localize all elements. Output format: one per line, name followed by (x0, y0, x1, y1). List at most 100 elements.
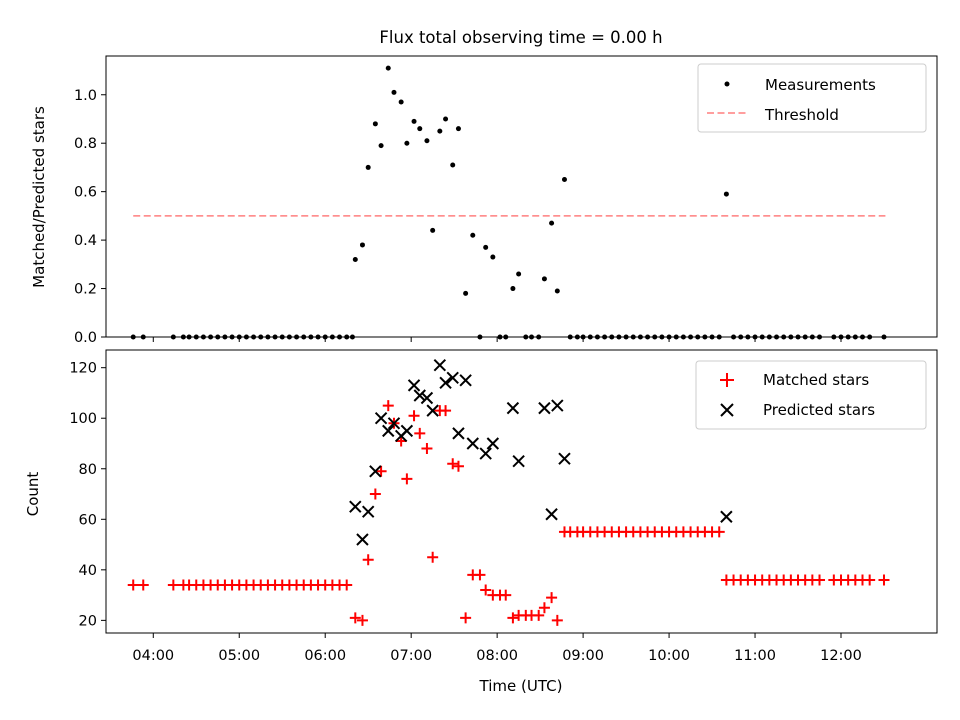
count-plot-frame (105, 349, 938, 634)
ratio-y-tick-label: 0.4 (74, 233, 97, 249)
matched-star-point (864, 574, 876, 586)
predicted-star-point (433, 358, 447, 372)
legend-matched-marker (720, 373, 734, 387)
measurement-point (450, 162, 456, 168)
measurement-point (463, 290, 469, 296)
count-x-tick-label: 08:00 (476, 648, 518, 664)
legend-threshold-label: Threshold (764, 106, 839, 124)
matched-star-point (349, 612, 361, 624)
predicted-star-point (479, 447, 492, 460)
count-x-tick-label: 07:00 (390, 648, 432, 664)
measurement-point (424, 138, 430, 144)
predicted-star-point (361, 505, 375, 518)
count-y-tick-label: 20 (79, 613, 97, 629)
count-x-tick-label: 05:00 (218, 648, 260, 664)
predicted-star-point (369, 465, 382, 478)
measurement-point (417, 126, 423, 132)
predicted-star-point (387, 417, 401, 430)
predicted-star-point (459, 374, 472, 387)
ratio-panel-ticks: 0.0 0.2 0.4 0.6 0.8 1.0 (74, 88, 842, 346)
predicted-star-point (413, 389, 426, 402)
matched-star-point (507, 612, 519, 624)
count-x-tick-label: 06:00 (304, 648, 346, 664)
matched-star-point (814, 574, 826, 586)
measurement-point (437, 128, 443, 134)
predicted-star-point (551, 399, 564, 412)
ratio-panel: 0.0 0.2 0.4 0.6 0.8 1.0 Matched/Predicted sta… (30, 55, 938, 346)
measurement-point (561, 177, 567, 183)
predicted-star-point (356, 533, 369, 546)
measurement-point (398, 99, 404, 105)
legend-measurement-marker (724, 81, 730, 87)
measurement-point (483, 244, 489, 250)
matched-star-point (401, 473, 413, 485)
matched-star-point (440, 405, 452, 417)
measurement-point (541, 276, 547, 282)
matched-star-point (878, 574, 890, 586)
matched-star-point (538, 602, 550, 614)
count-x-tick-label: 04:00 (132, 648, 174, 664)
matched-star-point (427, 551, 439, 563)
predicted-star-point (545, 508, 558, 521)
legend-matched-label: Matched stars (763, 371, 869, 389)
ratio-y-axis-label: Matched/Predicted stars (30, 106, 48, 288)
predicted-star-point (426, 404, 439, 417)
ratio-y-tick-label: 0.2 (74, 282, 97, 298)
matched-star-point (713, 526, 725, 538)
matched-star-point (452, 460, 464, 472)
matched-star-point (533, 609, 545, 621)
ratio-legend: Measurements Threshold (697, 63, 927, 133)
predicted-stars-points (349, 358, 733, 546)
matched-star-point (382, 400, 394, 412)
measurement-point (378, 143, 384, 149)
measurement-point (359, 242, 365, 248)
matched-star-point (474, 569, 486, 581)
time-x-axis-label: Time (UTC) (479, 677, 563, 695)
count-y-tick-label: 100 (69, 411, 97, 427)
predicted-star-point (452, 427, 465, 440)
predicted-star-point (382, 424, 395, 438)
predicted-star-point (506, 401, 520, 415)
legend-predicted-label: Predicted stars (763, 401, 875, 419)
predicted-star-point (446, 371, 459, 385)
matched-star-point (167, 579, 179, 591)
matched-star-point (127, 579, 139, 591)
count-panel: 20 40 60 80 100 120 04:00 05:00 06:00 07:00 08:00 0… (24, 349, 938, 695)
matched-star-point (480, 584, 492, 596)
figure-title: Flux total observing time = 0.00 h (379, 28, 662, 47)
predicted-star-point (486, 437, 500, 450)
ratio-y-tick-label: 0.8 (74, 136, 97, 152)
measurement-point (723, 191, 729, 197)
count-legend-frame (695, 360, 927, 430)
measurement-point (443, 116, 449, 122)
measurement-point (470, 232, 476, 238)
count-y-tick-label: 40 (79, 563, 97, 579)
predicted-star-point (407, 379, 421, 392)
measurement-point (411, 118, 417, 124)
count-legend: Matched stars Predicted stars (695, 360, 927, 430)
count-x-tick-label: 12:00 (820, 648, 862, 664)
count-y-axis-label: Count (24, 472, 42, 517)
predicted-star-point (439, 376, 452, 390)
matched-star-point (500, 589, 512, 601)
predicted-star-point (538, 401, 551, 415)
legend-predicted-marker (720, 403, 734, 417)
predicted-star-point (720, 510, 733, 523)
measurement-point (430, 227, 436, 233)
predicted-star-point (349, 500, 362, 513)
measurement-point (516, 271, 522, 277)
matched-star-point (341, 579, 353, 591)
matched-star-point (551, 614, 563, 626)
matched-star-point (362, 554, 374, 566)
measurement-point (352, 256, 358, 262)
count-y-tick-label: 60 (79, 512, 97, 528)
predicted-star-point (512, 454, 525, 468)
matched-star-point (414, 427, 426, 439)
ratio-y-tick-label: 0.0 (74, 330, 97, 346)
matched-star-point (546, 592, 558, 604)
predicted-star-point (420, 391, 434, 405)
measurement-point (554, 288, 560, 294)
count-panel-ticks: 20 40 60 80 100 120 04:00 05:00 06:00 07:00 08:00 0… (69, 361, 862, 664)
measurement-points (130, 65, 887, 340)
ratio-y-tick-label: 1.0 (74, 88, 97, 104)
